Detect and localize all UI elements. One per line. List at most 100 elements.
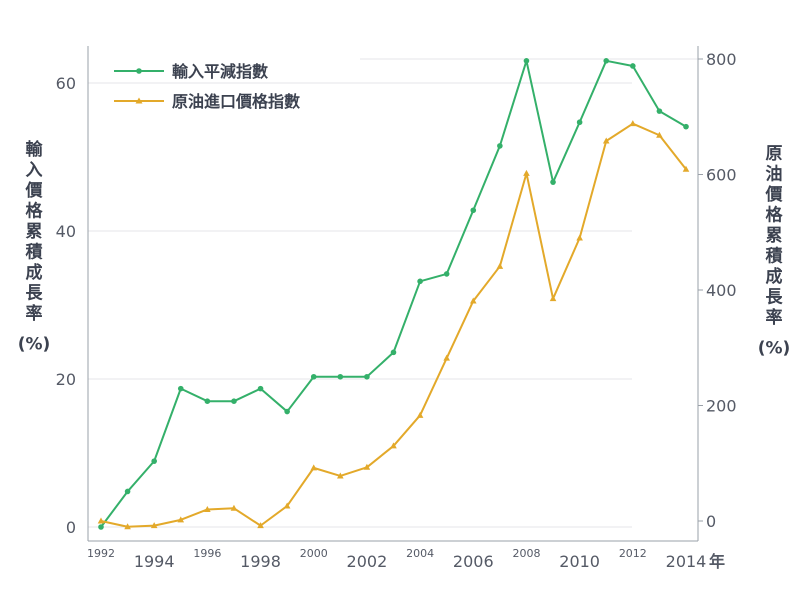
legend: 輸入平減指數 原油進口價格指數 — [114, 62, 300, 111]
y-axis-label-left-char: 成 — [26, 262, 43, 283]
data-point-series-2 — [310, 464, 318, 471]
x-ticks: 1994 1998 2002 2006 2010 2014 1992 1996 2000 2004… — [87, 547, 725, 571]
data-point-series-1 — [390, 349, 397, 356]
y-axis-label-right-char: 原 — [766, 144, 783, 164]
data-point-series-1 — [497, 143, 503, 149]
data-point-series-1 — [470, 207, 477, 214]
x-tick-label-major: 2006 — [453, 552, 494, 571]
data-point-series-2 — [602, 137, 610, 144]
data-point-series-2 — [283, 502, 291, 509]
data-point-series-1 — [124, 488, 131, 495]
x-tick-label-major: 1998 — [240, 552, 281, 571]
data-point-series-2 — [576, 234, 583, 241]
y-axis-label-right-char: (%) — [758, 339, 791, 359]
data-point-series-1 — [337, 373, 344, 380]
y-axis-label-right-char: 格 — [766, 205, 784, 226]
legend-marker-series-2 — [135, 97, 143, 104]
x-tick-label-major: 2002 — [347, 552, 388, 571]
y-axis-label-right-char: 價 — [765, 184, 784, 205]
data-point-series-1 — [177, 385, 184, 392]
data-point-series-1 — [310, 373, 317, 380]
data-point-series-1 — [417, 278, 423, 285]
data-point-series-1 — [603, 58, 610, 64]
y-tick-label-right: 800 — [706, 50, 737, 69]
y-tick-label-left: 60 — [56, 74, 76, 93]
data-point-series-2 — [523, 169, 530, 176]
data-point-series-2 — [443, 354, 450, 361]
data-point-series-1 — [364, 373, 370, 380]
data-point-series-2 — [177, 516, 185, 523]
data-point-series-1 — [656, 108, 663, 114]
series-lines — [97, 58, 690, 530]
legend-marker-series-1 — [136, 68, 142, 74]
y-tick-label-left: 0 — [66, 518, 76, 537]
grid-lines — [88, 58, 698, 528]
data-point-series-1 — [576, 119, 583, 126]
y-tick-label-left: 40 — [56, 222, 76, 241]
axes — [87, 46, 699, 542]
data-point-series-1 — [284, 408, 290, 415]
data-point-series-1 — [98, 524, 104, 530]
y-axis-label-left-char: 長 — [26, 284, 44, 304]
x-tick-label-major: 2014 — [666, 552, 707, 571]
data-point-series-2 — [257, 522, 264, 529]
data-point-series-1 — [683, 123, 689, 130]
y-axis-label-left-char: 價 — [25, 180, 44, 201]
data-point-series-2 — [124, 523, 131, 530]
data-point-series-2 — [416, 411, 424, 418]
data-point-series-2 — [682, 165, 690, 172]
data-point-series-2 — [204, 505, 211, 512]
y-tick-label-right: 200 — [706, 397, 737, 416]
data-point-series-1 — [257, 385, 264, 392]
y-axis-label-left-char: (%) — [18, 335, 51, 355]
x-axis-unit-label: 年 — [709, 552, 725, 571]
x-tick-label-minor: 2012 — [619, 547, 647, 560]
y-axis-label-right-char: 累 — [766, 226, 783, 246]
data-point-series-1 — [630, 63, 636, 69]
legend-label-series-1: 輸入平減指數 — [172, 62, 268, 81]
data-point-series-2 — [363, 463, 371, 470]
y-axis-label-left-char: 輸 — [26, 139, 44, 160]
data-point-series-1 — [523, 58, 530, 64]
data-point-series-2 — [230, 504, 238, 511]
y-ticks-right: 0 200 400 600 800 — [698, 50, 737, 531]
data-point-series-2 — [469, 297, 477, 304]
data-point-series-2 — [656, 131, 663, 138]
x-tick-label-minor: 1996 — [193, 547, 221, 560]
y-axis-label-left-char: 累 — [26, 222, 43, 242]
data-point-series-2 — [337, 472, 344, 479]
x-tick-label-minor: 1992 — [87, 547, 115, 560]
data-point-series-1 — [151, 458, 157, 464]
data-point-series-2 — [150, 522, 158, 529]
x-tick-label-minor: 2004 — [406, 547, 434, 560]
series-line-1 — [100, 59, 687, 528]
y-ticks-left: 0 20 40 60 — [56, 74, 76, 537]
x-tick-label-major: 1994 — [134, 552, 175, 571]
x-tick-label-minor: 2000 — [300, 547, 328, 560]
y-axis-label-left-char: 積 — [26, 242, 44, 263]
y-axis-label-right-char: 成 — [766, 266, 783, 287]
y-tick-label-right: 400 — [706, 281, 737, 300]
x-tick-label-minor: 2008 — [512, 547, 540, 560]
data-point-series-2 — [629, 120, 637, 127]
y-axis-label-left-char: 率 — [26, 303, 43, 324]
y-tick-label-right: 600 — [706, 166, 737, 185]
y-axis-label-right-char: 率 — [766, 307, 783, 328]
y-axis-label-right-char: 長 — [766, 288, 784, 308]
data-point-series-2 — [496, 262, 504, 269]
y-tick-label-left: 20 — [56, 370, 76, 389]
y-axis-label-right-char: 積 — [766, 246, 784, 267]
data-point-series-1 — [231, 398, 237, 405]
data-point-series-1 — [550, 179, 556, 185]
data-point-series-2 — [549, 295, 557, 302]
y-axis-label-left-char: 入 — [26, 161, 43, 181]
data-point-series-1 — [443, 271, 450, 277]
legend-label-series-2: 原油進口價格指數 — [172, 92, 300, 111]
data-point-series-2 — [97, 517, 105, 524]
y-axis-label-left-char: 格 — [26, 201, 44, 222]
x-tick-label-major: 2010 — [559, 552, 600, 571]
series-line-2 — [100, 122, 687, 528]
